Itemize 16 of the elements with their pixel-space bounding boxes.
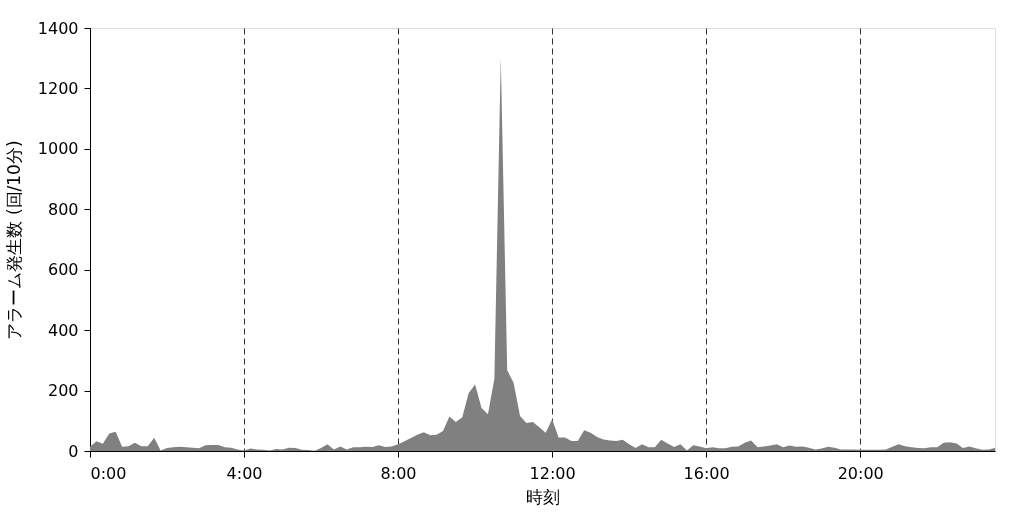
x-tick-label: 20:00 [837, 463, 884, 483]
y-tick-label: 1200 [37, 78, 79, 98]
x-tick-label: 0:00 [90, 463, 127, 483]
x-tick-label: 16:00 [683, 463, 730, 483]
y-axis-title: アラーム発生数 (回/10分) [3, 140, 24, 340]
y-tick-label: 200 [47, 381, 79, 401]
x-tick-label: 12:00 [529, 463, 576, 483]
y-tick-label: 600 [47, 260, 79, 280]
x-tick-label: 4:00 [226, 463, 263, 483]
x-axis-title: 時刻 [526, 486, 560, 507]
y-tick-label: 800 [47, 199, 79, 219]
x-tick-label: 8:00 [380, 463, 417, 483]
y-tick-label: 1000 [37, 139, 79, 159]
y-tick-label: 0 [68, 441, 79, 461]
y-tick-label: 400 [47, 320, 79, 340]
y-tick-label: 1400 [37, 18, 79, 38]
